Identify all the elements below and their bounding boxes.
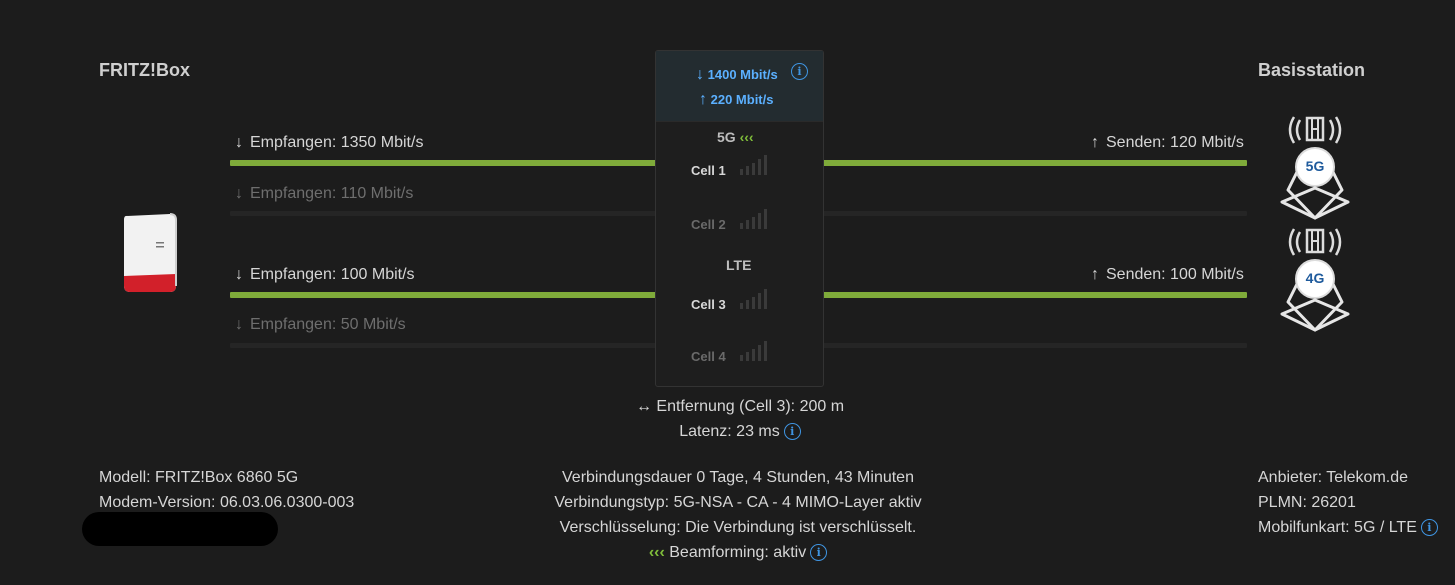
latency-line: Latenz: 23 ms i bbox=[530, 419, 950, 444]
down-arrow-icon: ↓ bbox=[235, 185, 243, 202]
beamforming-icon: ‹‹‹ bbox=[648, 544, 665, 561]
signal-strength-icon bbox=[740, 289, 767, 309]
cell-3-label: Cell 3 bbox=[691, 297, 726, 312]
total-up: ↑ 220 Mbit/s bbox=[699, 91, 774, 108]
cell-panel: ↓ 1400 Mbit/s i ↑ 220 Mbit/s 5G ‹‹‹ Cell… bbox=[655, 50, 824, 387]
down-arrow-icon: ↓ bbox=[235, 266, 243, 283]
signal-strength-icon bbox=[740, 341, 767, 361]
info-icon[interactable]: i bbox=[1420, 519, 1438, 537]
rx-label-3: ↓ Empfangen: 100 Mbit/s bbox=[232, 266, 415, 284]
info-icon[interactable]: i bbox=[791, 63, 808, 81]
cell-1-label: Cell 1 bbox=[691, 163, 726, 178]
tx-label-3: ↑ Senden: 100 Mbit/s bbox=[1088, 266, 1244, 284]
basestation-title: Basisstation bbox=[1258, 60, 1366, 80]
up-arrow-icon: ↑ bbox=[1091, 266, 1099, 283]
tech-lte-header: LTE bbox=[726, 257, 752, 273]
device-info: Modell: FRITZ!Box 6860 5G Modem-Version:… bbox=[99, 469, 355, 511]
down-arrow-icon: ↓ bbox=[696, 66, 704, 83]
rx-label-2: ↓ Empfangen: 110 Mbit/s bbox=[232, 185, 413, 203]
up-arrow-icon: ↑ bbox=[699, 91, 707, 108]
connection-info: Verbindungsdauer 0 Tage, 4 Stunden, 43 M… bbox=[488, 465, 988, 565]
distance-line: ↔ Entfernung (Cell 3): 200 m bbox=[635, 398, 845, 415]
rx-label-4: ↓ Empfangen: 50 Mbit/s bbox=[232, 316, 406, 334]
info-icon[interactable]: i bbox=[783, 423, 801, 441]
fritzbox-device-icon bbox=[120, 212, 180, 299]
total-down: ↓ 1400 Mbit/s bbox=[696, 66, 778, 83]
rx-label-1: ↓ Empfangen: 1350 Mbit/s bbox=[232, 134, 423, 152]
beamforming-line: ‹‹‹ Beamforming: aktiv i bbox=[488, 540, 988, 565]
tech-5g-header: 5G ‹‹‹ bbox=[717, 129, 754, 145]
cell-2-label: Cell 2 bbox=[691, 217, 726, 232]
down-arrow-icon: ↓ bbox=[235, 316, 243, 333]
redaction-blot bbox=[82, 512, 278, 546]
distance-info: ↔ Entfernung (Cell 3): 200 m Latenz: 23 … bbox=[530, 394, 950, 444]
cell-4-label: Cell 4 bbox=[691, 349, 726, 364]
up-arrow-icon: ↑ bbox=[1091, 134, 1099, 151]
signal-strength-icon bbox=[740, 155, 767, 175]
signal-strength-icon bbox=[740, 209, 767, 229]
beamforming-icon: ‹‹‹ bbox=[739, 129, 754, 145]
basestation-4g-icon: 4G bbox=[1276, 226, 1354, 337]
down-arrow-icon: ↓ bbox=[235, 134, 243, 151]
panel-throughput-header: ↓ 1400 Mbit/s i ↑ 220 Mbit/s bbox=[656, 51, 823, 122]
fritzbox-title: FRITZ!Box bbox=[99, 60, 190, 80]
info-icon[interactable]: i bbox=[810, 544, 828, 562]
basestation-5g-icon: 5G bbox=[1276, 114, 1354, 225]
distance-arrow-icon: ↔ bbox=[635, 398, 652, 415]
provider-info: Anbieter: Telekom.de PLMN: 26201 Mobilfu… bbox=[1258, 465, 1438, 540]
tx-label-1: ↑ Senden: 120 Mbit/s bbox=[1088, 134, 1244, 152]
